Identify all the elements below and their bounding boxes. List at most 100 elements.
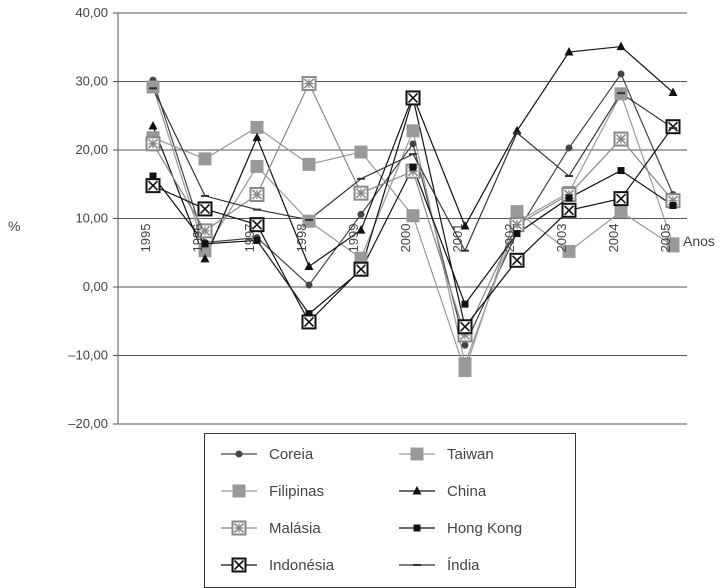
data-point-china: [200, 253, 210, 263]
data-point-taiwan: [354, 145, 368, 159]
x-tick-label: 2005: [658, 224, 673, 253]
data-point-taiwan: [406, 209, 420, 223]
data-point-hong-kong: [617, 167, 625, 175]
legend-marker-taiwan: [399, 447, 435, 461]
data-point-filipinas: [406, 124, 420, 138]
legend-item-taiwan: Taiwan: [397, 444, 494, 464]
data-point-taiwan: [198, 152, 212, 166]
legend-marker-malasia: [221, 520, 257, 536]
data-point-china: [148, 121, 158, 130]
legend-symbol: [235, 450, 243, 458]
legend-item-india: Índia: [397, 555, 480, 575]
data-point-hong-kong: [409, 163, 417, 171]
data-point-coreia: [461, 341, 469, 349]
x-tick-label: 1996: [190, 224, 205, 253]
legend-label-china: China: [447, 482, 487, 500]
data-point-indonesia: [509, 252, 525, 268]
legend: Coreia Taiwan Filipinas China Malásia Ho…: [204, 433, 576, 588]
data-point-hong-kong: [253, 236, 261, 244]
data-point-hong-kong: [461, 300, 469, 308]
data-point-taiwan: [250, 120, 264, 134]
y-tick-labels: –20,00 –10,00 0,00 10,00 20,00 30,00 40,00: [68, 5, 108, 431]
y-tick-label: 20,00: [75, 142, 108, 157]
data-point-hong-kong: [565, 194, 573, 202]
y-tick-label: –10,00: [68, 348, 108, 363]
data-point-coreia: [305, 281, 313, 289]
data-point-taiwan: [562, 244, 576, 258]
x-tick-label: 2004: [606, 224, 621, 253]
data-point-filipinas: [250, 159, 264, 173]
legend-item-coreia: Coreia: [219, 444, 313, 464]
legend-item-indonesia: Indonésia: [219, 555, 334, 575]
data-point-indonesia: [561, 202, 577, 218]
data-point-taiwan: [614, 205, 628, 219]
data-point-indonesia: [249, 217, 265, 233]
data-point-hong-kong: [305, 310, 313, 318]
data-point-taiwan: [302, 157, 316, 171]
x-tick-label: 1997: [242, 224, 257, 253]
data-point-coreia: [409, 140, 417, 148]
data-point-indonesia: [197, 201, 213, 217]
legend-marker-coreia: [221, 450, 257, 458]
legend-label-malasia: Malásia: [269, 519, 321, 537]
data-point-china: [356, 225, 366, 234]
legend-symbol: [410, 447, 424, 461]
x-tick-label: 1999: [346, 224, 361, 253]
data-point-hong-kong: [201, 240, 209, 248]
legend-label-indonesia: Indonésia: [269, 556, 335, 574]
data-point-hong-kong: [669, 201, 677, 209]
data-point-filipinas: [198, 244, 212, 258]
legend-symbol: [232, 484, 246, 498]
data-point-malasia: [249, 187, 265, 203]
x-tick-labels: 1995 1996 1997 1998 1999 2000 2001 2002 2003 2004…: [138, 224, 673, 253]
y-tick-label: 10,00: [75, 211, 108, 226]
data-point-indonesia: [405, 90, 421, 106]
data-point-filipinas: [302, 214, 316, 228]
legend-label-taiwan: Taiwan: [447, 445, 494, 463]
y-tick-label: 30,00: [75, 74, 108, 89]
x-tick-label: 2001: [450, 224, 465, 253]
legend-label-coreia: Coreia: [269, 445, 314, 463]
data-point-china: [564, 47, 574, 56]
legend-symbol: [231, 520, 247, 536]
legend-item-malasia: Malásia: [219, 518, 321, 538]
data-point-indonesia: [353, 261, 369, 277]
legend-label-filipinas: Filipinas: [269, 482, 325, 500]
data-point-indonesia: [457, 319, 473, 335]
series-line-china: [152, 45, 674, 268]
data-point-hong-kong: [513, 230, 521, 238]
data-point-china: [616, 41, 626, 51]
y-tick-label: 0,00: [83, 279, 108, 294]
data-point-filipinas: [354, 251, 368, 265]
x-tick-label: 2002: [502, 224, 517, 253]
data-point-china: [304, 261, 314, 270]
data-point-filipinas: [146, 80, 160, 94]
x-tick-label: 2000: [398, 224, 413, 253]
data-point-malasia: [197, 223, 213, 239]
data-point-china: [460, 221, 470, 230]
data-point-malasia: [145, 136, 161, 152]
data-point-filipinas: [666, 237, 680, 251]
legend-symbol: [231, 557, 247, 573]
data-point-indonesia: [301, 314, 317, 330]
data-point-indonesia: [665, 119, 681, 135]
y-axis-label: %: [8, 218, 21, 234]
data-point-coreia: [357, 210, 365, 218]
legend-marker-india: [399, 564, 435, 566]
x-tick-label: 2003: [554, 224, 569, 253]
legend-symbol: [412, 486, 422, 495]
data-point-indonesia: [613, 191, 629, 207]
data-point-taiwan: [510, 205, 524, 219]
legend-symbol: [413, 524, 421, 532]
data-point-coreia: [617, 70, 625, 78]
data-point-coreia: [565, 144, 573, 152]
y-tick-label: 40,00: [75, 5, 108, 20]
data-point-indonesia: [145, 178, 161, 194]
x-tick-label: 1995: [138, 224, 153, 253]
legend-marker-hong-kong: [399, 524, 435, 532]
data-point-filipinas: [458, 357, 472, 371]
legend-item-filipinas: Filipinas: [219, 481, 324, 501]
data-point-malasia: [613, 131, 629, 147]
legend-item-hong-kong: Hong Kong: [397, 518, 522, 538]
